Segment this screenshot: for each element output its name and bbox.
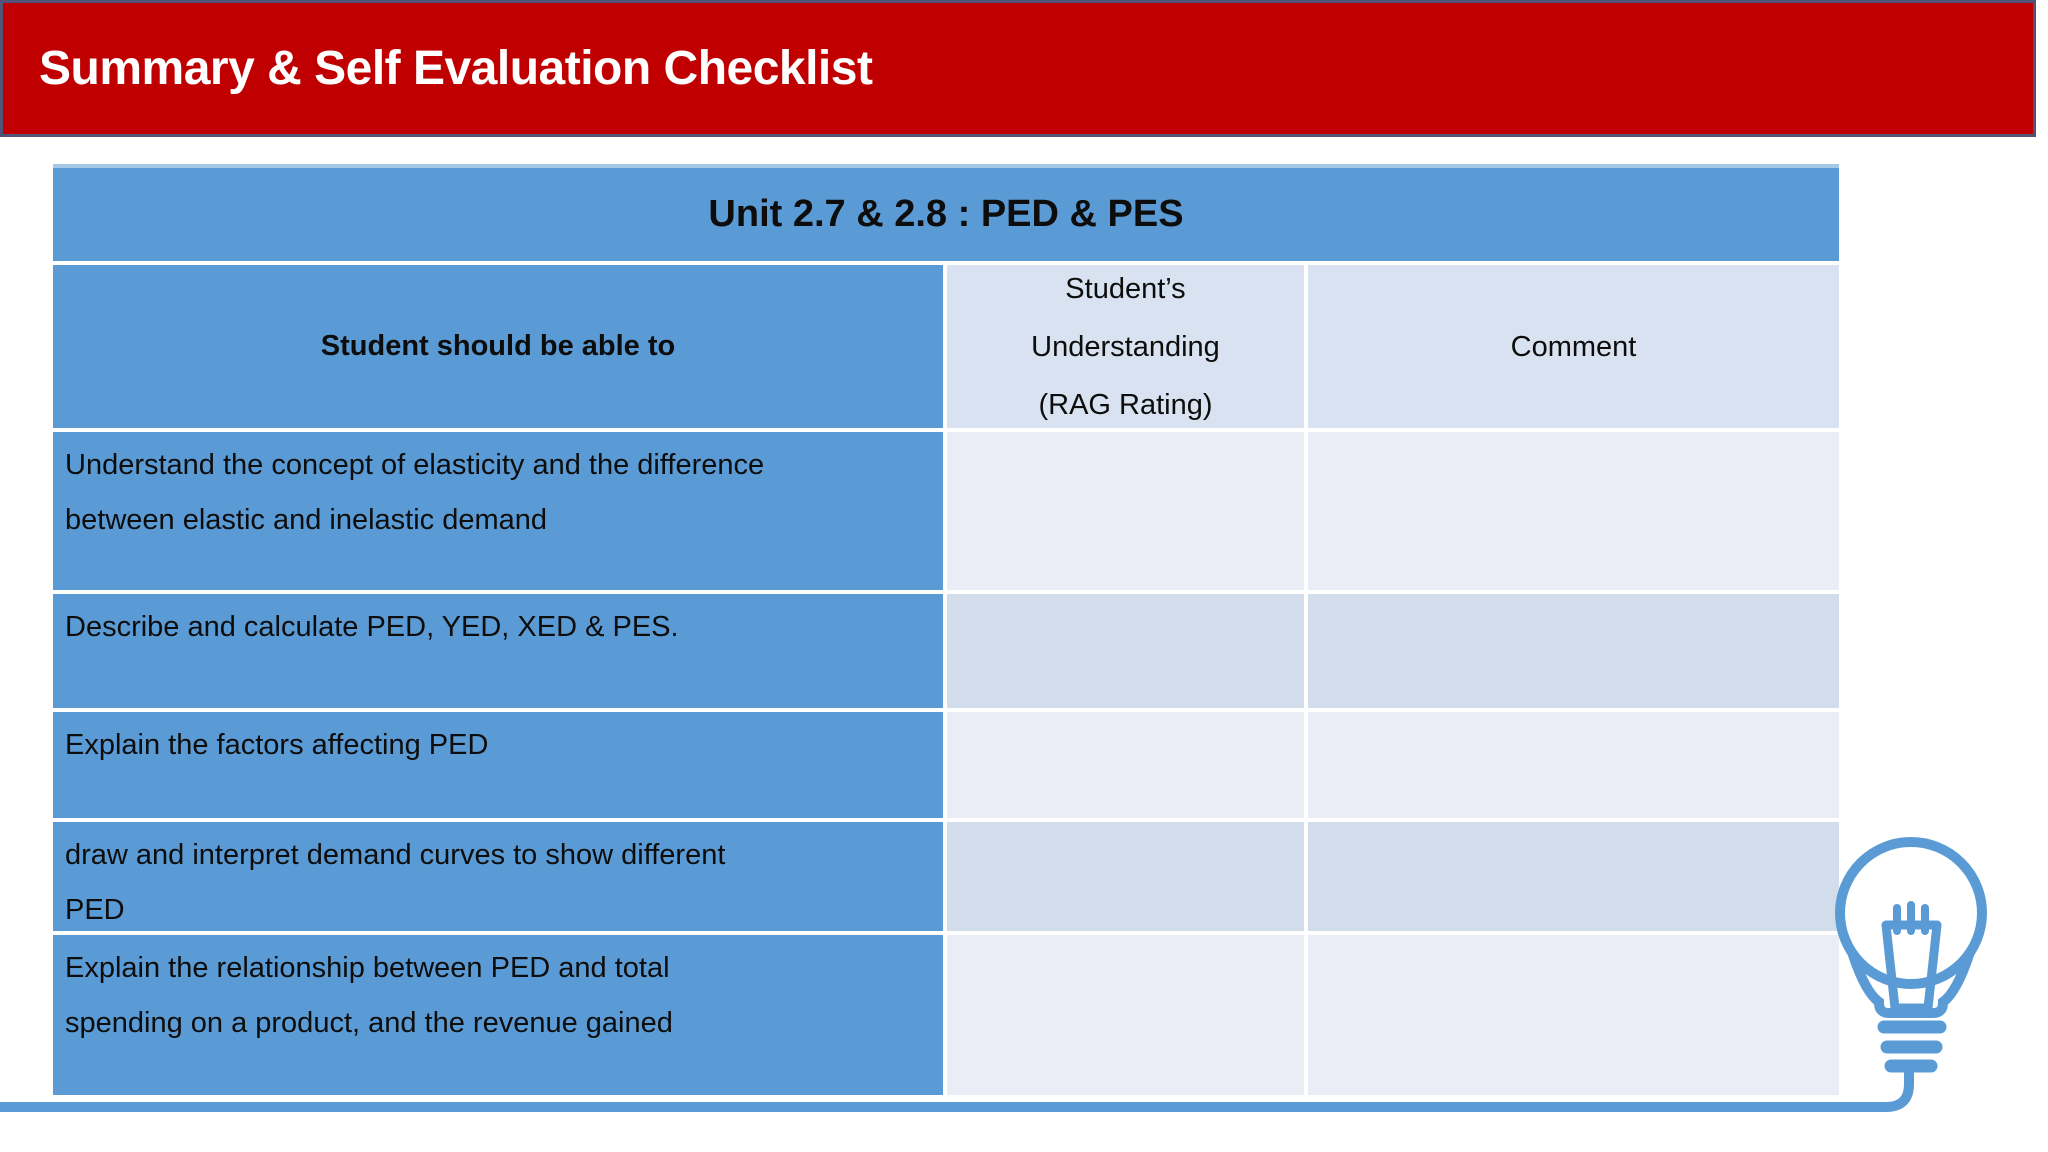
objective-cell-3: Explain the factors affecting PED — [53, 712, 943, 818]
comment-cell-3 — [1308, 712, 1839, 818]
comment-cell-5 — [1308, 935, 1839, 1095]
objective-cell-2: Describe and calculate PED, YED, XED & P… — [53, 594, 943, 708]
understanding-cell-2 — [947, 594, 1304, 708]
objective-cell-4: draw and interpret demand curves to show… — [53, 822, 943, 931]
slide-title: Summary & Self Evaluation Checklist — [39, 42, 873, 95]
understanding-cell-3 — [947, 712, 1304, 818]
title-banner: Summary & Self Evaluation Checklist — [0, 0, 2036, 137]
horizontal-rule — [0, 1068, 1914, 1112]
lightbulb-icon — [1835, 837, 1987, 1073]
bottom-decoration — [0, 837, 1987, 1112]
comment-cell-1 — [1308, 432, 1839, 590]
objective-cell-1: Understand the concept of elasticity and… — [53, 432, 943, 590]
table-title: Unit 2.7 & 2.8 : PED & PES — [53, 168, 1839, 261]
comment-cell-2 — [1308, 594, 1839, 708]
column-header-comment: Comment — [1308, 265, 1839, 428]
column-header-objective: Student should be able to — [53, 265, 943, 428]
understanding-cell-4 — [947, 822, 1304, 931]
comment-cell-4 — [1308, 822, 1839, 931]
objective-cell-5: Explain the relationship between PED and… — [53, 935, 943, 1095]
understanding-cell-5 — [947, 935, 1304, 1095]
checklist-table: Unit 2.7 & 2.8 : PED & PES Student shoul… — [53, 164, 1839, 1095]
understanding-cell-1 — [947, 432, 1304, 590]
column-header-understanding: Student’s Understanding (RAG Rating) — [947, 265, 1304, 428]
